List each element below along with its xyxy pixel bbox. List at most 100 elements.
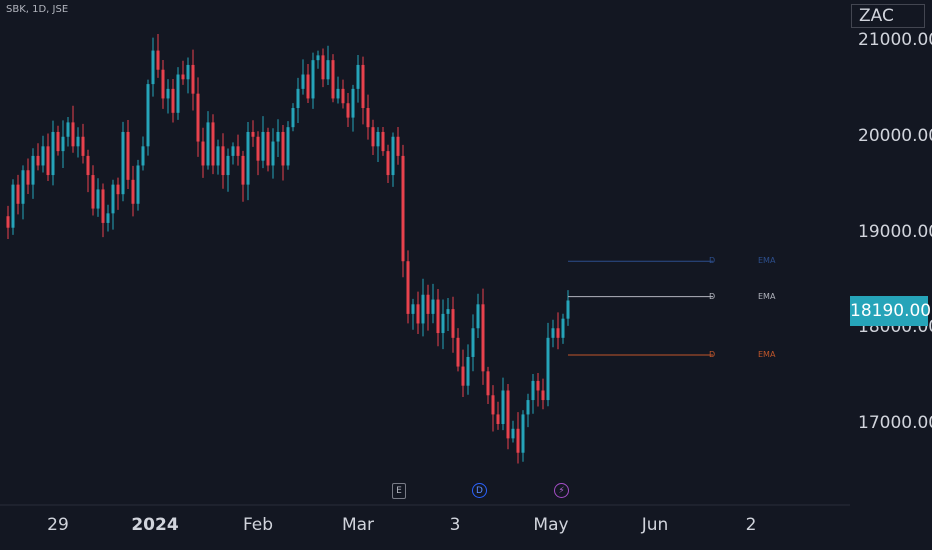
dividend-event-icon[interactable]: D (472, 483, 487, 498)
candle-body (31, 155, 35, 185)
candle-body (161, 69, 165, 99)
ema-timeframe-label: D (709, 291, 716, 301)
candle-body (236, 146, 240, 156)
candle-body (336, 88, 340, 99)
candle-body (46, 146, 50, 176)
candle-body (41, 146, 45, 166)
candle-body (561, 318, 565, 338)
candle-body (151, 50, 155, 85)
candle-body (411, 304, 415, 314)
ema-indicator-label[interactable]: EMA (758, 350, 776, 360)
candle-body (251, 131, 255, 137)
candle-body (451, 309, 455, 338)
candle-body (76, 136, 80, 147)
ema-timeframe-label: D (709, 256, 716, 266)
candle-body (346, 103, 350, 118)
time-tick-label: May (533, 515, 569, 535)
candle-body (361, 64, 365, 109)
candle-body (301, 74, 305, 89)
candles-group (6, 33, 570, 464)
candle-body (11, 184, 15, 228)
candle-body (16, 184, 20, 204)
candle-body (566, 300, 570, 319)
ema-indicator-label[interactable]: EMA (758, 291, 776, 301)
candle-body (381, 131, 385, 152)
candle-body (311, 60, 315, 99)
candle-body (141, 146, 145, 166)
candle-body (281, 131, 285, 166)
candle-body (211, 122, 215, 166)
candle-body (316, 55, 320, 61)
candle-body (401, 155, 405, 262)
candle-body (166, 88, 170, 99)
candle-body (51, 131, 55, 176)
candle-body (106, 213, 110, 223)
candle-body (541, 390, 545, 401)
candle-body (366, 108, 370, 128)
candle-body (171, 88, 175, 113)
candle-body (86, 155, 90, 176)
currency-selector[interactable]: ZAC (851, 4, 925, 28)
candle-body (386, 151, 390, 176)
candle-body (376, 131, 380, 147)
candle-body (61, 136, 65, 152)
candle-body (231, 146, 235, 156)
time-tick-label: 2 (745, 515, 757, 535)
candle-body (91, 175, 95, 209)
candle-body (471, 328, 475, 357)
candle-body (481, 304, 485, 372)
candle-body (331, 60, 335, 99)
candle-body (421, 294, 425, 324)
candle-body (276, 131, 280, 142)
candle-body (551, 328, 555, 338)
symbol-info[interactable]: SBK, 1D, JSE (6, 4, 69, 15)
candle-body (496, 414, 500, 424)
candle-body (246, 131, 250, 185)
candle-body (426, 294, 430, 314)
candle-body (296, 88, 300, 109)
candle-body (131, 179, 135, 204)
candle-body (531, 380, 535, 401)
candle-body (111, 184, 115, 214)
price-tick-label: 17000.00 (858, 413, 932, 433)
candle-body (176, 74, 180, 113)
candle-body (136, 165, 140, 204)
candle-body (156, 50, 160, 70)
candle-body (291, 108, 295, 128)
ema-lines-group (568, 260, 713, 356)
candle-body (321, 55, 325, 80)
candle-body (36, 155, 40, 166)
candle-body (491, 395, 495, 415)
split-event-icon[interactable]: ⚡ (554, 483, 569, 498)
candle-body (406, 261, 410, 314)
candle-body (226, 155, 230, 176)
candle-body (356, 64, 360, 89)
time-tick-label: Feb (242, 515, 274, 535)
candle-body (521, 414, 525, 453)
time-tick-label: 3 (449, 515, 461, 535)
last-price-badge: 18190.00 (850, 296, 931, 326)
earnings-event-icon[interactable]: E (392, 483, 406, 499)
candle-body (21, 170, 25, 204)
candle-body (196, 93, 200, 142)
candle-body (526, 400, 530, 415)
candle-body (466, 356, 470, 386)
price-tick-label: 21000.00 (858, 30, 932, 50)
candle-body (271, 141, 275, 166)
candle-body (546, 337, 550, 401)
candle-body (556, 328, 560, 338)
candle-body (461, 366, 465, 386)
candle-body (26, 170, 30, 185)
candle-body (221, 146, 225, 176)
candle-body (391, 136, 395, 176)
candle-body (351, 88, 355, 118)
candle-body (241, 155, 245, 185)
price-tick-label: 20000.00 (858, 125, 932, 146)
candle-body (146, 84, 150, 147)
candle-body (191, 64, 195, 94)
ema-indicator-label[interactable]: EMA (758, 256, 776, 266)
candle-body (186, 64, 190, 80)
candle-body (536, 380, 540, 391)
candle-body (306, 74, 310, 99)
